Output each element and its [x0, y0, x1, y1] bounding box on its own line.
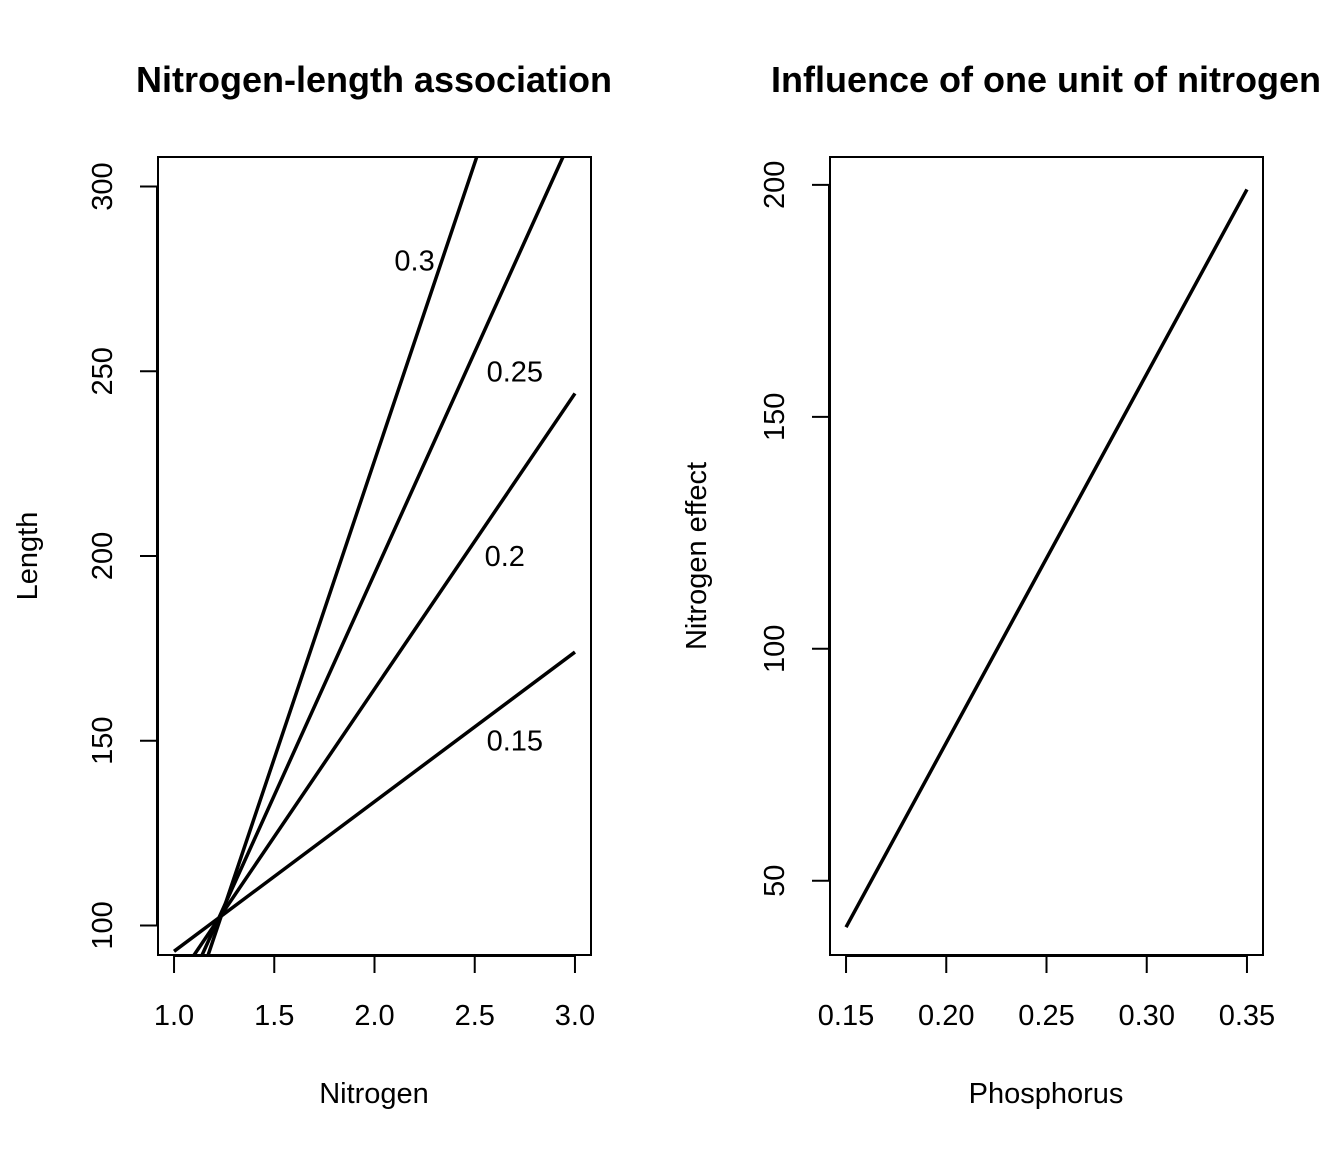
- left-chart-panel: Nitrogen-length association 1.0 1.5 2.0 2.5…: [12, 59, 612, 1110]
- right-chart-x-tick-label: 0.25: [1018, 1000, 1074, 1032]
- right-chart-x-tick-label: 0.30: [1119, 1000, 1175, 1032]
- left-chart-x-tick-label: 2.5: [455, 1000, 495, 1032]
- left-chart-x-label: Nitrogen: [319, 1078, 429, 1110]
- left-chart-x-tick-label: 1.0: [154, 1000, 194, 1032]
- left-chart-title: Nitrogen-length association: [136, 59, 612, 100]
- right-chart-x-tick-label: 0.20: [918, 1000, 974, 1032]
- right-chart-x-axis: 0.15 0.20 0.25 0.30 0.35: [818, 955, 1275, 1032]
- left-chart-plot-frame: [157, 156, 592, 956]
- left-chart-line-label: 0.2: [485, 541, 525, 573]
- left-chart-line-label: 0.25: [487, 356, 543, 388]
- right-chart-series-line: [844, 188, 1249, 928]
- left-chart-y-axis: 100 150 200 250 300: [87, 162, 158, 950]
- left-chart-line-label: 0.15: [487, 726, 543, 758]
- left-chart-x-tick-label: 3.0: [555, 1000, 595, 1032]
- left-chart-x-axis: 1.0 1.5 2.0 2.5 3.0: [154, 955, 595, 1032]
- left-chart-series-line: [206, 157, 479, 955]
- left-chart-x-tick-label: 2.0: [354, 1000, 394, 1032]
- left-chart-y-tick-label: 300: [87, 162, 119, 210]
- right-chart-y-tick-label: 100: [759, 625, 791, 673]
- left-chart-x-tick-label: 1.5: [254, 1000, 294, 1032]
- right-chart-y-tick-label: 150: [759, 393, 791, 441]
- right-chart-y-label: Nitrogen effect: [681, 462, 713, 650]
- right-chart-x-tick-label: 0.15: [818, 1000, 874, 1032]
- right-chart-y-tick-label: 50: [759, 865, 791, 897]
- left-chart-line-label: 0.3: [394, 245, 434, 277]
- left-chart-series-line: [172, 650, 577, 953]
- left-chart-y-tick-label: 200: [87, 532, 119, 580]
- left-chart-y-tick-label: 100: [87, 901, 119, 949]
- left-chart-line-labels: 0.15 0.2 0.25 0.3: [394, 245, 543, 757]
- right-chart-y-axis: 50 100 150 200: [759, 161, 830, 897]
- right-chart-title: Influence of one unit of nitrogen: [771, 59, 1321, 100]
- right-chart-y-tick-label: 200: [759, 161, 791, 209]
- right-chart-series: [844, 188, 1249, 928]
- right-chart-panel: Influence of one unit of nitrogen 0.15 0.…: [681, 59, 1321, 1110]
- left-chart-y-tick-label: 250: [87, 347, 119, 395]
- left-chart-series: [172, 157, 577, 955]
- right-chart-x-label: Phosphorus: [969, 1078, 1124, 1110]
- left-chart-series-line: [200, 157, 565, 955]
- left-chart-y-label: Length: [12, 512, 44, 601]
- left-chart-y-tick-label: 150: [87, 717, 119, 765]
- left-chart-series-line: [192, 392, 577, 955]
- right-chart-x-tick-label: 0.35: [1219, 1000, 1275, 1032]
